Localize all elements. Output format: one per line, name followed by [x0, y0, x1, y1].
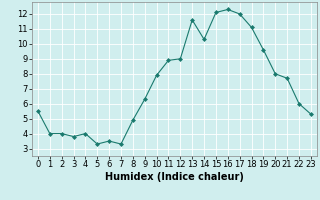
X-axis label: Humidex (Indice chaleur): Humidex (Indice chaleur)	[105, 172, 244, 182]
